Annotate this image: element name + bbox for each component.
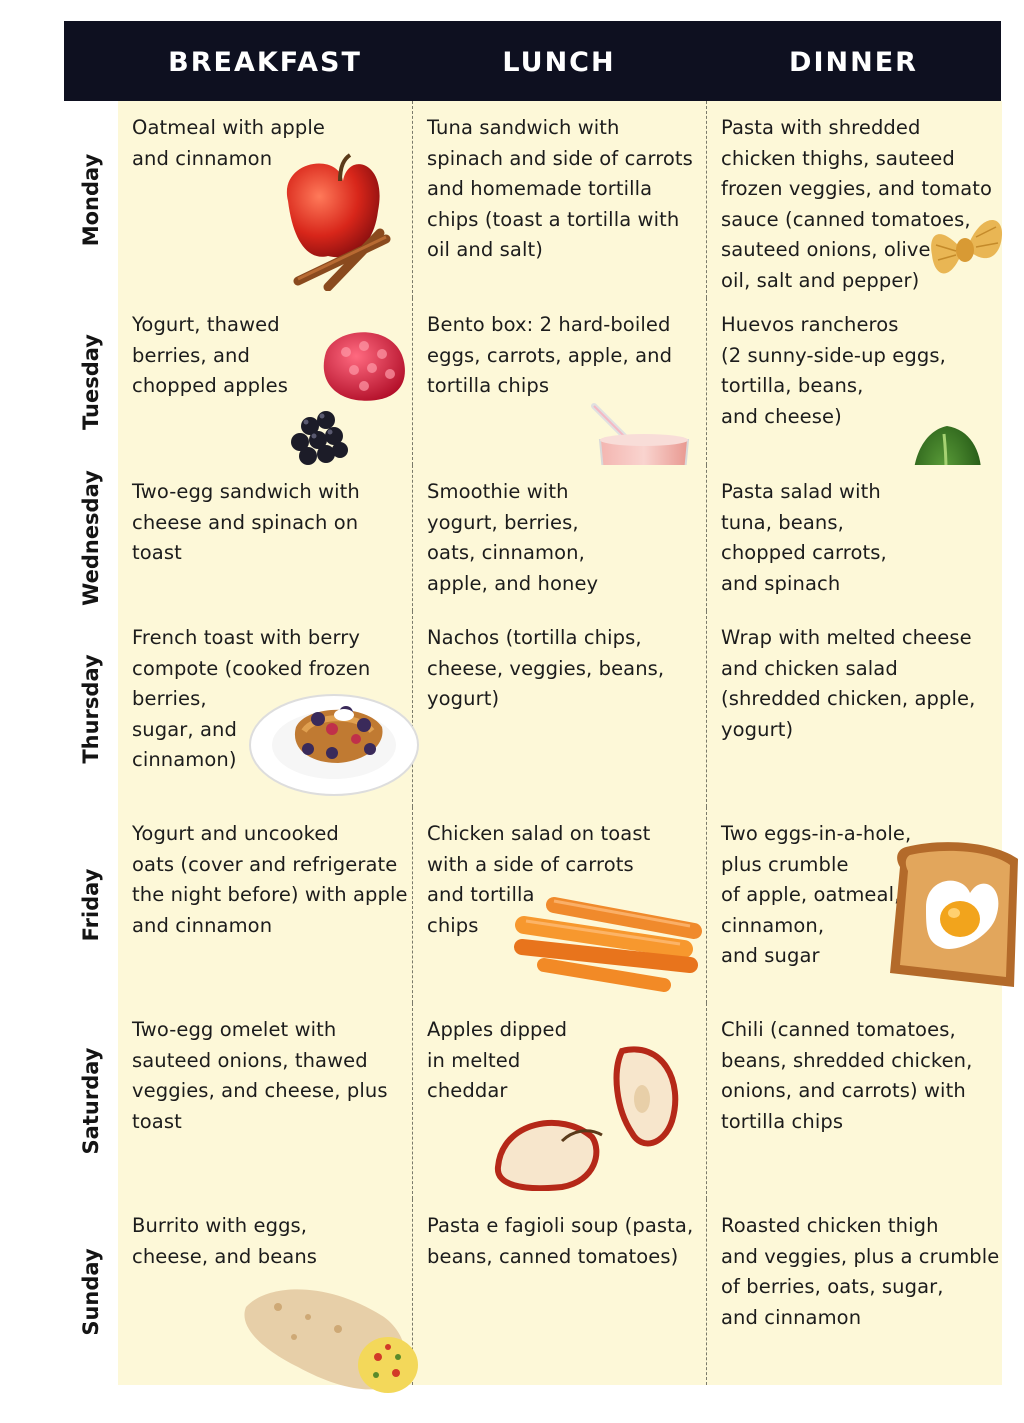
header-lunch: LUNCH: [502, 47, 616, 78]
breakfast-meal-text: Two-egg omelet with sauteed onions, thawe…: [132, 1018, 388, 1133]
lunch-meal-text: Pasta e fagioli soup (pasta, beans, canne…: [427, 1214, 694, 1268]
day-label-cell: Wednesday: [64, 465, 120, 611]
breakfast-meal-text: French toast with berry compote (cooked f…: [132, 626, 371, 771]
breakfast-cell: Yogurt, thawed berries, and chopped apples: [118, 298, 412, 465]
day-label-cell: Saturday: [64, 1003, 120, 1199]
dinner-meal-text: Chili (canned tomatoes, beans, shredded c…: [721, 1018, 973, 1133]
day-label-cell: Tuesday: [64, 298, 120, 465]
lunch-meal-text: Smoothie with yogurt, berries, oats, cinna…: [427, 480, 599, 595]
table-row: Tuesday Yogurt, thawed berries, and chopped…: [64, 298, 1002, 594]
dinner-meal-text: Pasta with shredded chicken thighs, saute…: [721, 116, 993, 292]
dinner-meal-text: Huevos rancheros (2 sunny-side-up eggs, to…: [721, 313, 946, 428]
lunch-meal-text: Bento box: 2 hard-boiled eggs, carrots, a…: [427, 313, 673, 397]
day-label: Wednesday: [79, 470, 103, 606]
dinner-cell: Chili (canned tomatoes, beans, shredded c…: [706, 1003, 1002, 1199]
dinner-cell: Wrap with melted cheese and chicken salad…: [706, 611, 1002, 807]
breakfast-cell: Yogurt and uncooked oats (cover and refri…: [118, 807, 412, 1003]
carrot-sticks-icon: [514, 891, 704, 995]
lunch-cell: Smoothie with yogurt, berries, oats, cinna…: [412, 465, 707, 611]
day-label: Tuesday: [79, 333, 103, 430]
lunch-cell: Pasta e fagioli soup (pasta, beans, canne…: [412, 1199, 707, 1385]
table-row: Wednesday Two-egg sandwich with cheese and…: [64, 465, 1002, 612]
table-row: Friday Yogurt and uncooked oats (cover and…: [64, 807, 1018, 1004]
dinner-meal-text: Two eggs-in-a-hole, plus crumble of apple,…: [721, 822, 912, 967]
breakfast-meal-text: Two-egg sandwich with cheese and spinach …: [132, 480, 360, 564]
dinner-cell: Pasta salad with tuna, beans, chopped carr…: [706, 465, 1002, 611]
day-label-cell: Friday: [64, 807, 120, 1003]
lunch-cell: Tuna sandwich with spinach and side of ca…: [412, 101, 707, 298]
table-row: Sunday Burrito with eggs, cheese, and bean…: [64, 1199, 1002, 1393]
berries-icon: [276, 322, 412, 466]
lunch-meal-text: Tuna sandwich with spinach and side of ca…: [427, 116, 693, 261]
day-label: Friday: [79, 868, 103, 942]
meal-plan-table: BREAKFAST LUNCH DINNER Monday Oatmeal wit…: [64, 21, 1018, 1393]
day-label-cell: Monday: [64, 101, 120, 298]
dinner-meal-text: Pasta salad with tuna, beans, chopped carr…: [721, 480, 887, 595]
day-label-cell: Thursday: [64, 611, 120, 807]
lunch-meal-text: Nachos (tortilla chips, cheese, veggies, …: [427, 626, 665, 710]
day-label: Monday: [79, 153, 103, 246]
header-breakfast: BREAKFAST: [168, 47, 362, 78]
breakfast-meal-text: Oatmeal with apple and cinnamon: [132, 116, 325, 170]
day-label: Saturday: [79, 1047, 103, 1155]
apple-slices-icon: [492, 1041, 686, 1192]
day-label-cell: Sunday: [64, 1199, 120, 1385]
burrito-icon: [238, 1277, 420, 1399]
french-toast-icon: [246, 669, 420, 799]
day-label: Sunday: [79, 1248, 103, 1336]
table-row: Thursday French toast with berry compote (…: [64, 611, 1002, 808]
header-dinner: DINNER: [789, 47, 918, 78]
breakfast-meal-text: Yogurt, thawed berries, and chopped apples: [132, 313, 289, 397]
breakfast-meal-text: Yogurt and uncooked oats (cover and refri…: [132, 822, 408, 937]
table-row: Saturday Two-egg omelet with sauteed onion…: [64, 1003, 1002, 1200]
table-header: BREAKFAST LUNCH DINNER: [64, 21, 1001, 101]
breakfast-cell: Two-egg sandwich with cheese and spinach …: [118, 465, 412, 611]
dinner-meal-text: Wrap with melted cheese and chicken salad…: [721, 626, 976, 741]
lunch-cell: Nachos (tortilla chips, cheese, veggies, …: [412, 611, 707, 807]
lunch-meal-text: Apples dipped in melted cheddar: [427, 1018, 568, 1102]
apple-cinnamon-icon: [268, 141, 398, 292]
day-label: Thursday: [79, 654, 103, 764]
pasta-bow-icon: [928, 205, 1006, 291]
breakfast-meal-text: Burrito with eggs, cheese, and beans: [132, 1214, 318, 1268]
egg-in-toast-icon: [886, 837, 1024, 991]
lunch-meal-text: Chicken salad on toast with a side of car…: [427, 822, 651, 937]
breakfast-cell: Two-egg omelet with sauteed onions, thawe…: [118, 1003, 412, 1199]
dinner-meal-text: Roasted chicken thigh and veggies, plus a…: [721, 1214, 1000, 1329]
dinner-cell: Roasted chicken thigh and veggies, plus a…: [706, 1199, 1002, 1385]
table-row: Monday Oatmeal with apple and cinnamon Tuna…: [64, 101, 1003, 299]
